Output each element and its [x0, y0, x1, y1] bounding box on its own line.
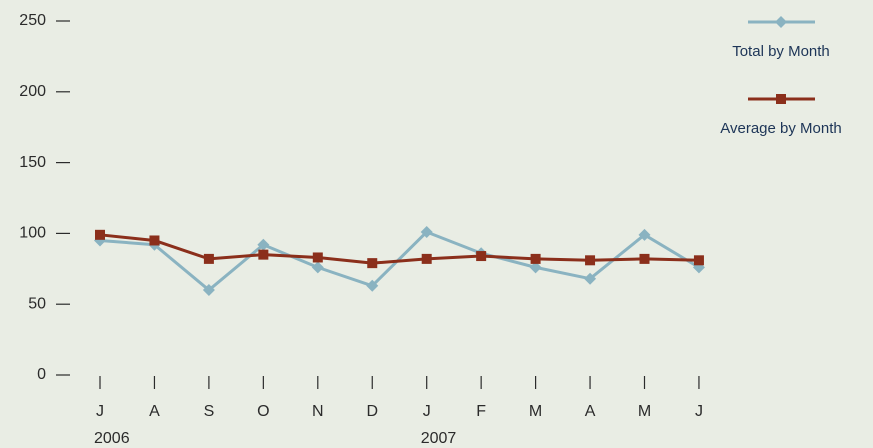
marker: [149, 235, 160, 246]
year-label: 2007: [421, 430, 457, 447]
x-tick-label: J: [423, 403, 431, 420]
y-tick-label: 150: [19, 154, 46, 171]
marker: [639, 253, 650, 264]
y-tick-label: 100: [19, 225, 46, 242]
x-tick-label: J: [695, 403, 703, 420]
x-tick-label: J: [96, 403, 104, 420]
y-tick-label: 0: [37, 366, 46, 383]
x-tick-label: M: [638, 403, 651, 420]
year-label: 2006: [94, 430, 130, 447]
legend-label: Average by Month: [720, 120, 841, 137]
legend-label: Total by Month: [732, 43, 830, 60]
marker: [311, 261, 324, 274]
x-tick-label: S: [204, 403, 215, 420]
marker: [530, 253, 541, 264]
marker: [421, 253, 432, 264]
x-tick-label: A: [149, 403, 160, 420]
series-line: [99, 233, 699, 265]
marker: [476, 251, 487, 262]
x-tick-label: F: [476, 403, 486, 420]
y-tick-label: 50: [28, 295, 46, 312]
marker: [584, 272, 597, 285]
x-tick-label: M: [529, 403, 542, 420]
marker: [529, 261, 542, 274]
x-tick-label: D: [366, 403, 378, 420]
marker: [693, 255, 704, 266]
marker: [775, 16, 787, 28]
x-tick-label: O: [257, 403, 269, 420]
marker: [366, 279, 379, 292]
marker: [258, 249, 269, 260]
marker: [202, 284, 215, 297]
x-tick-label: N: [312, 403, 324, 420]
marker: [420, 225, 433, 238]
marker: [95, 229, 105, 240]
y-tick-label: 200: [19, 83, 46, 100]
marker: [367, 258, 378, 269]
y-tick-label: 250: [19, 12, 46, 29]
series-line: [99, 230, 700, 292]
marker: [203, 253, 214, 264]
x-tick-label: A: [585, 403, 596, 420]
marker: [585, 255, 596, 266]
marker: [776, 94, 786, 104]
marker: [638, 228, 651, 241]
marker: [257, 238, 270, 251]
marker: [312, 252, 323, 263]
